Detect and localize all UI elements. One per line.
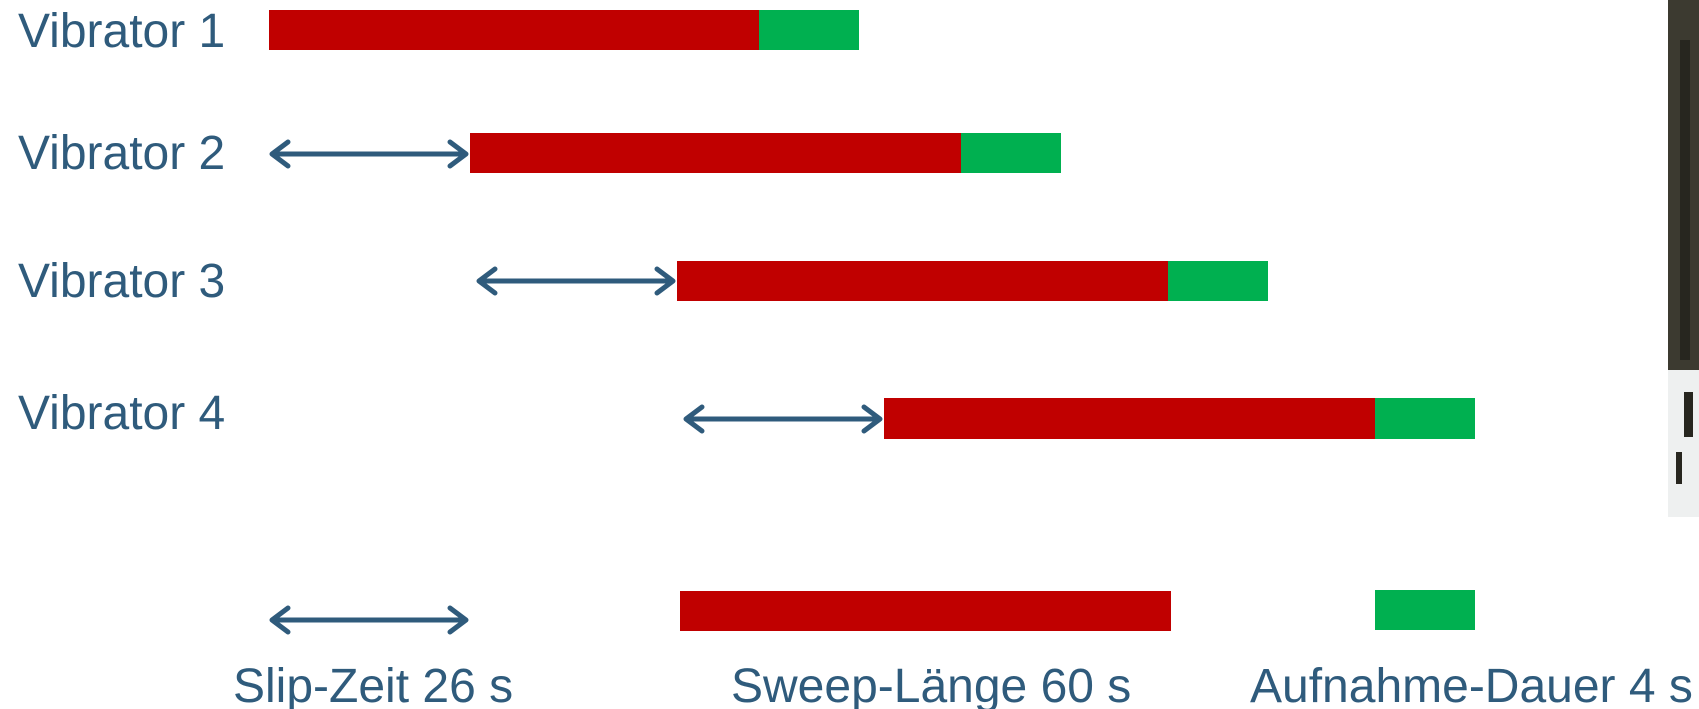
- legend-record-bar: [1375, 590, 1475, 630]
- vibrator-4-slip-arrow: [683, 404, 883, 434]
- photo-strip: [1668, 0, 1699, 517]
- legend-slip-arrow: [269, 605, 469, 635]
- legend-sweep-label: Sweep-Länge 60 s: [731, 660, 1131, 709]
- vibrator-1-sweep-bar: [269, 10, 759, 50]
- row-label-vibrator-3: Vibrator 3: [18, 255, 225, 308]
- row-label-vibrator-2: Vibrator 2: [18, 127, 225, 180]
- legend-record-label: Aufnahme-Dauer 4 s: [1250, 660, 1693, 709]
- vibrator-2-slip-arrow: [269, 139, 469, 169]
- row-label-vibrator-1: Vibrator 1: [18, 5, 225, 58]
- vibrator-2-sweep-bar: [470, 133, 961, 173]
- vibrator-4-sweep-bar: [884, 398, 1375, 439]
- legend-slip-label: Slip-Zeit 26 s: [233, 660, 513, 709]
- vibrator-3-slip-arrow: [476, 266, 676, 296]
- row-label-vibrator-4: Vibrator 4: [18, 387, 225, 440]
- vibrator-3-record-bar: [1168, 261, 1268, 301]
- vibrator-4-record-bar: [1375, 398, 1475, 439]
- vibrator-1-record-bar: [759, 10, 859, 50]
- vibrator-2-record-bar: [961, 133, 1061, 173]
- legend-sweep-bar: [680, 591, 1171, 631]
- vibrator-3-sweep-bar: [677, 261, 1168, 301]
